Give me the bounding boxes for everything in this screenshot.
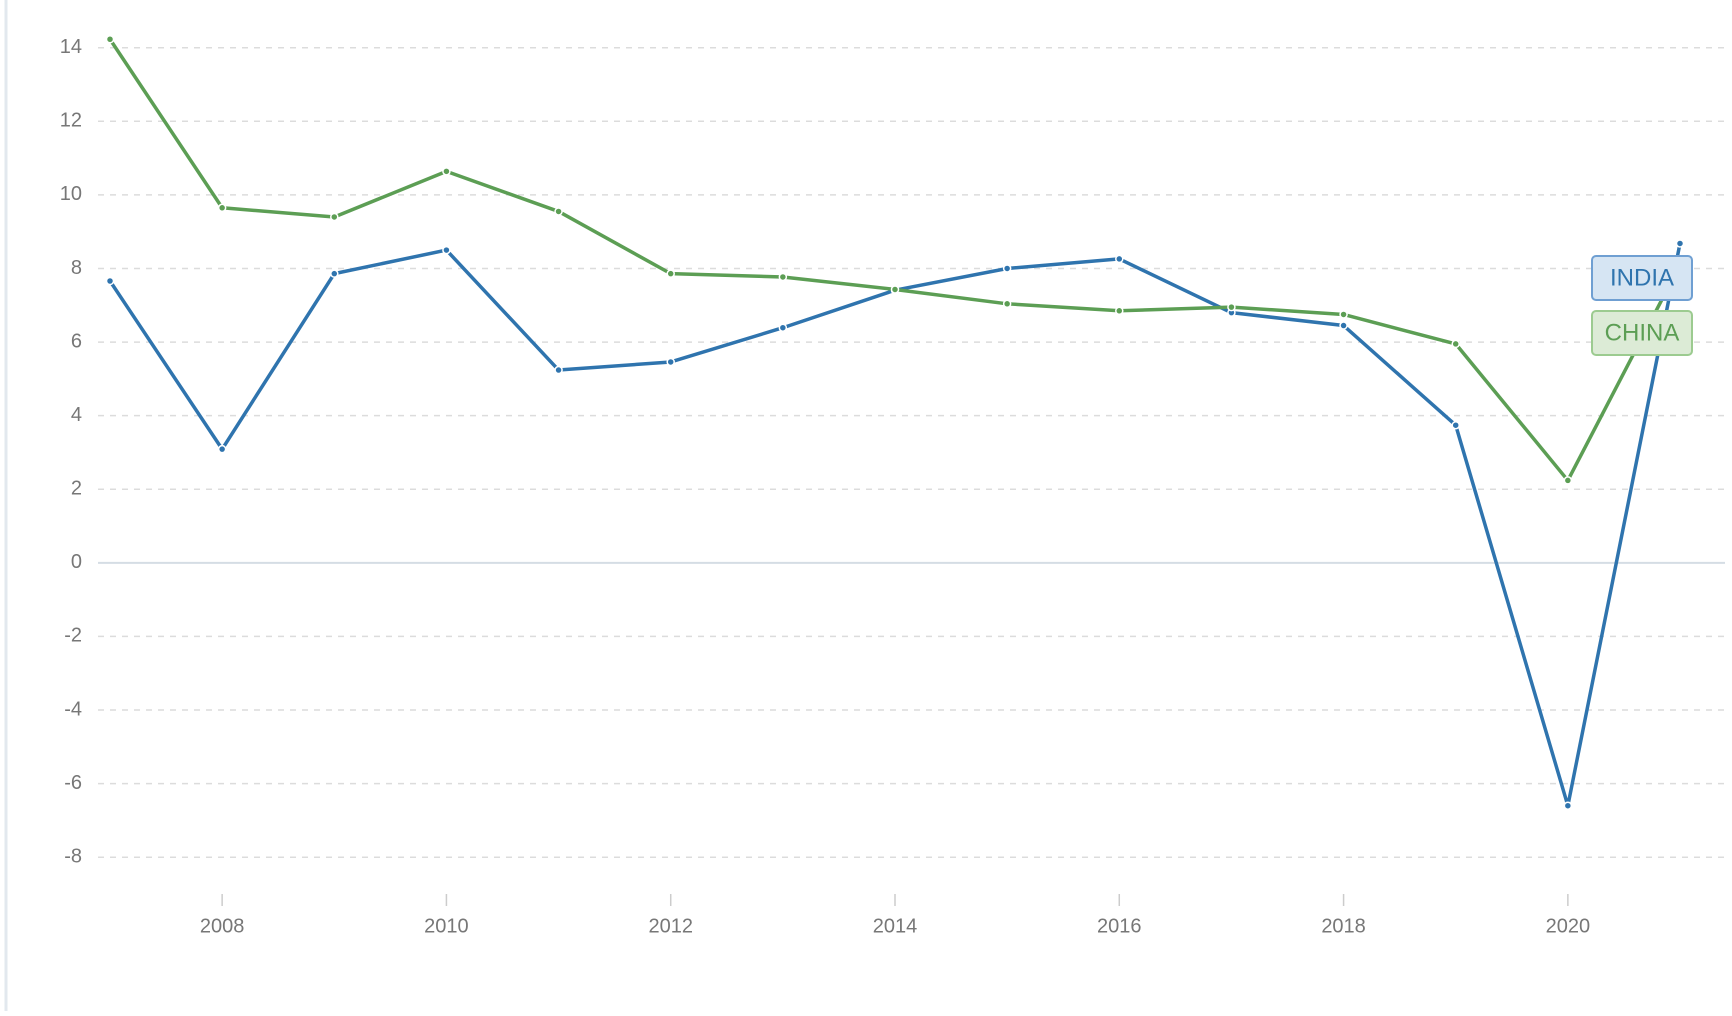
point: [554, 207, 563, 216]
y-tick-label: 10: [60, 183, 82, 205]
point: [217, 444, 227, 454]
point: [105, 35, 115, 44]
legend-label: CHINA: [1605, 319, 1680, 346]
point: [1563, 801, 1573, 810]
point: [330, 212, 339, 222]
x-tick-label: 2010: [424, 915, 469, 937]
x-tick-label: 2008: [200, 915, 245, 937]
y-tick-label: 2: [71, 478, 82, 500]
point: [1339, 321, 1348, 330]
point: [442, 245, 451, 255]
point: [1115, 254, 1124, 264]
point: [666, 269, 675, 278]
y-tick-label: 14: [60, 36, 82, 58]
x-tick-label: 2020: [1546, 915, 1591, 937]
x-tick-label: 2012: [648, 915, 693, 937]
label-box: [1591, 310, 1693, 356]
point: [1675, 239, 1685, 248]
point: [1451, 339, 1460, 349]
point: [1002, 299, 1012, 309]
y-tick-label: -4: [64, 698, 82, 720]
point: [1227, 302, 1236, 312]
y-tick-label: -8: [64, 845, 82, 867]
y-tick-label: 6: [71, 330, 82, 352]
point: [217, 203, 227, 213]
y-tick-label: 12: [60, 110, 82, 132]
point: [778, 272, 788, 282]
grid: -8 -6 -4 -2 0 2 4 6 8 10 12 14 2008 2010 2012 2014 2016 2…: [60, 36, 1725, 937]
point: [330, 269, 339, 278]
point: [1451, 420, 1460, 430]
y-tick-label: 4: [71, 404, 82, 426]
label-box: [1591, 255, 1693, 301]
point: [1002, 264, 1012, 273]
series-line: [108, 243, 1682, 808]
x-tick-label: 2014: [873, 915, 918, 937]
plot: [105, 35, 1685, 810]
y-tick-label: 0: [71, 551, 82, 573]
point: [105, 276, 115, 286]
series-label-china: CHINA: [1591, 310, 1693, 356]
point: [442, 167, 451, 176]
point: [554, 365, 563, 375]
y-tick-label: -6: [64, 772, 82, 794]
legend-label: INDIA: [1610, 264, 1674, 291]
x-tick-label: 2018: [1321, 915, 1366, 937]
point: [1563, 476, 1573, 485]
point: [666, 357, 675, 367]
y-tick-label: -2: [64, 625, 82, 647]
point: [890, 285, 900, 294]
point: [1339, 310, 1348, 319]
point: [1115, 306, 1124, 316]
y-tick-label: 8: [71, 257, 82, 279]
series-label-india: INDIA: [1591, 255, 1693, 301]
point: [778, 323, 788, 332]
x-tick-label: 2016: [1097, 915, 1142, 937]
